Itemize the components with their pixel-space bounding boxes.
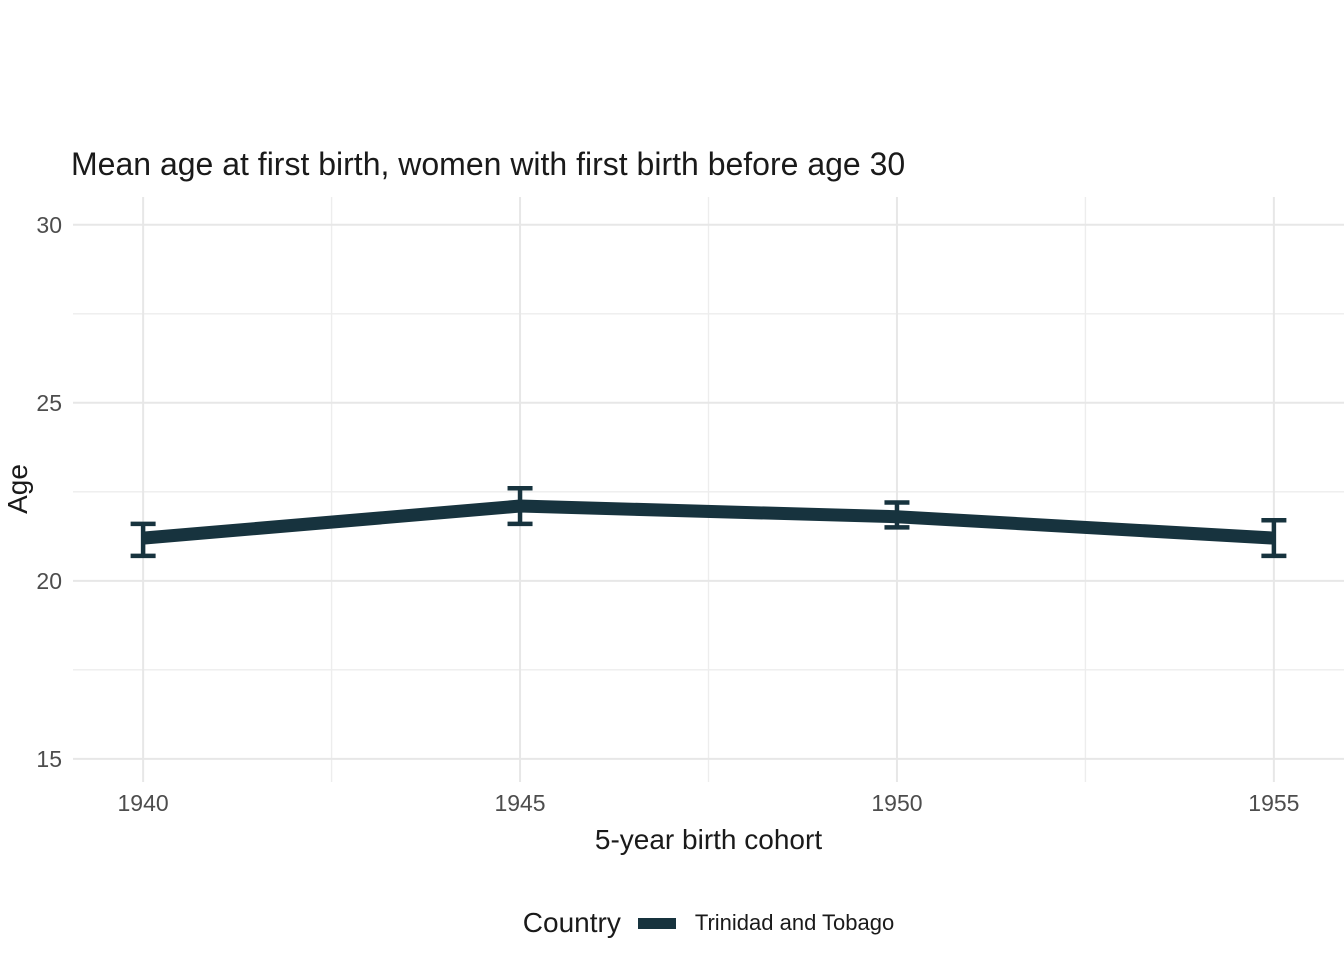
y-axis-title: Age [2,464,33,514]
x-tick-label: 1950 [871,790,923,816]
plot-panel [73,197,1344,782]
x-tick-label: 1955 [1248,790,1300,816]
x-tick-label: 1940 [117,790,169,816]
y-tick-label: 30 [36,211,62,238]
data-line [142,499,1275,545]
x-axis-title: 5-year birth cohort [594,824,823,855]
y-tick-label: 25 [36,389,62,416]
legend: Country Trinidad and Tobago [73,902,1344,944]
y-tick-label: 15 [36,745,62,772]
legend-line-swatch [637,917,676,929]
chart-title: Mean age at first birth, women with firs… [71,146,906,182]
legend-title: Country [522,907,621,938]
y-tick-label: 20 [36,567,62,594]
plot-area [73,197,1344,782]
x-tick-label: 1945 [494,790,546,816]
legend-series-label: Trinidad and Tobago [694,910,895,935]
